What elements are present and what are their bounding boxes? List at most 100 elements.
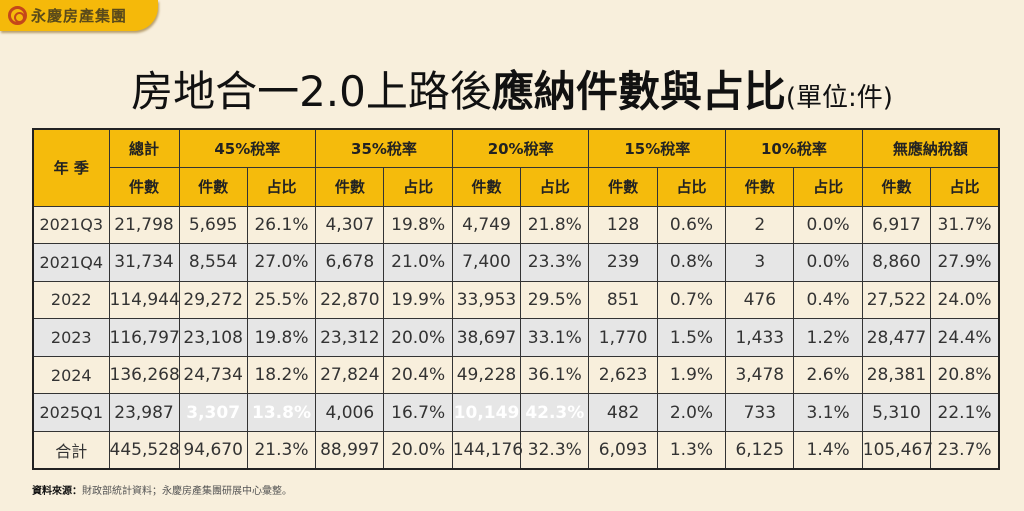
table-cell: 19.8% (246, 318, 317, 357)
table-cell: 6,678 (315, 243, 385, 282)
table-cell: 1,433 (725, 318, 795, 357)
header-count: 件數 (451, 167, 522, 207)
table-cell: 27.9% (930, 243, 1000, 282)
table-cell: 31,734 (108, 243, 180, 282)
header-year-quarter: 年 季 (32, 128, 110, 207)
header-ratio: 占比 (520, 167, 590, 207)
table-cell: 0.6% (656, 205, 727, 245)
table-cell: 23.3% (520, 243, 590, 282)
table-cell: 33.1% (520, 318, 590, 357)
table-cell: 16.7% (383, 393, 453, 433)
table-cell: 38,697 (451, 318, 522, 357)
table-cell: 8,554 (178, 243, 248, 282)
table-cell: 4,307 (315, 205, 385, 245)
brand-name: 永慶房產集團 (31, 7, 128, 25)
table-cell: 23,312 (315, 318, 385, 357)
table-cell: 13.8% (246, 393, 317, 433)
table-cell: 6,125 (725, 431, 795, 470)
table-cell: 851 (588, 280, 658, 320)
table-cell: 21.0% (383, 243, 453, 282)
title-part1: 房地合一2.0上路後 (131, 67, 492, 116)
header-group: 20%稅率 (451, 128, 590, 168)
header-ratio: 占比 (246, 167, 317, 207)
table-cell: 3.1% (793, 393, 863, 433)
table-cell: 239 (588, 243, 658, 282)
header-group: 10%稅率 (725, 128, 863, 168)
row-label: 合計 (32, 431, 110, 470)
table-cell: 24.4% (930, 318, 1000, 357)
header-group: 15%稅率 (588, 128, 727, 168)
table-row: 2023 116,797 23,108 19.8% 23,312 20.0% 38,697 3… (32, 318, 1000, 357)
header-group: 45%稅率 (178, 128, 317, 168)
table-cell: 29.5% (520, 280, 590, 320)
table-cell: 0.0% (793, 205, 863, 245)
table-cell: 2 (725, 205, 795, 245)
table-cell: 23.7% (930, 431, 1000, 470)
table-row: 2022 114,944 29,272 25.5% 22,870 19.9% 33,953 2… (32, 280, 1000, 320)
table-cell: 6,093 (588, 431, 658, 470)
header-group: 無應納稅額 (861, 128, 1000, 168)
table-cell: 0.4% (793, 280, 863, 320)
table-row: 2021Q4 31,734 8,554 27.0% 6,678 21.0% 7,400 23.… (32, 243, 1000, 282)
table-cell: 1.3% (656, 431, 727, 470)
table-cell: 21.8% (520, 205, 590, 245)
header-count: 件數 (108, 167, 180, 207)
table-cell: 5,695 (178, 205, 248, 245)
table-cell: 25.5% (246, 280, 317, 320)
header-ratio: 占比 (930, 167, 1000, 207)
table-cell: 5,310 (861, 393, 932, 433)
table-cell: 128 (588, 205, 658, 245)
source-label: 資料來源： (32, 486, 82, 497)
table-row: 合計 445,528 94,670 21.3% 88,997 20.0% 144,176 32… (32, 431, 1000, 470)
table-cell: 42.3% (520, 393, 590, 433)
source-text: 財政部統計資料；永慶房產集團研展中心彙整。 (82, 486, 292, 497)
table-cell: 26.1% (246, 205, 317, 245)
table-cell: 33,953 (451, 280, 522, 320)
table-cell: 29,272 (178, 280, 248, 320)
header-count: 件數 (861, 167, 932, 207)
table-cell: 6,917 (861, 205, 932, 245)
table-cell: 4,749 (451, 205, 522, 245)
table-cell: 1.2% (793, 318, 863, 357)
header-count: 件數 (178, 167, 248, 207)
table-row: 2021Q3 21,798 5,695 26.1% 4,307 19.8% 4,749 21.… (32, 205, 1000, 245)
table-cell: 27,824 (315, 355, 385, 395)
table-cell: 22.1% (930, 393, 1000, 433)
table-cell: 3 (725, 243, 795, 282)
table-row: 2024 136,268 24,734 18.2% 27,824 20.4% 49,228 3… (32, 355, 1000, 395)
table-cell: 144,176 (451, 431, 523, 470)
row-label: 2021Q3 (32, 205, 110, 245)
table-cell: 116,797 (108, 318, 180, 357)
header-count: 件數 (725, 167, 795, 207)
header-group: 總計 (108, 128, 180, 168)
row-label: 2023 (32, 318, 110, 357)
table-cell: 49,228 (451, 355, 522, 395)
table-cell: 2,623 (588, 355, 658, 395)
table-cell: 21,798 (108, 205, 180, 245)
table-cell: 1.5% (656, 318, 727, 357)
table-cell: 24.0% (930, 280, 1000, 320)
title-part2: 應納件數與占比 (491, 67, 786, 116)
table-cell: 24,734 (178, 355, 248, 395)
title-unit: (單位:件) (785, 83, 893, 113)
table-cell: 10,149 (451, 393, 522, 433)
table-cell: 21.3% (246, 431, 317, 470)
table-cell: 20.4% (383, 355, 453, 395)
brand-logo-icon (8, 6, 27, 25)
table-cell: 22,870 (315, 280, 385, 320)
table-cell: 445,528 (108, 431, 180, 470)
table-cell: 20.8% (930, 355, 1000, 395)
header-ratio: 占比 (383, 167, 453, 207)
table-cell: 23,987 (108, 393, 180, 433)
table-cell: 0.8% (656, 243, 727, 282)
table-cell: 20.0% (383, 318, 453, 357)
table-cell: 19.9% (383, 280, 453, 320)
table-cell: 733 (725, 393, 795, 433)
table-cell: 2.0% (656, 393, 727, 433)
data-source: 資料來源：財政部統計資料；永慶房產集團研展中心彙整。 (32, 482, 292, 497)
table-cell: 28,381 (861, 355, 932, 395)
table-cell: 32.3% (520, 431, 590, 470)
table-cell: 36.1% (520, 355, 590, 395)
table-cell: 27,522 (861, 280, 932, 320)
header-count: 件數 (588, 167, 658, 207)
